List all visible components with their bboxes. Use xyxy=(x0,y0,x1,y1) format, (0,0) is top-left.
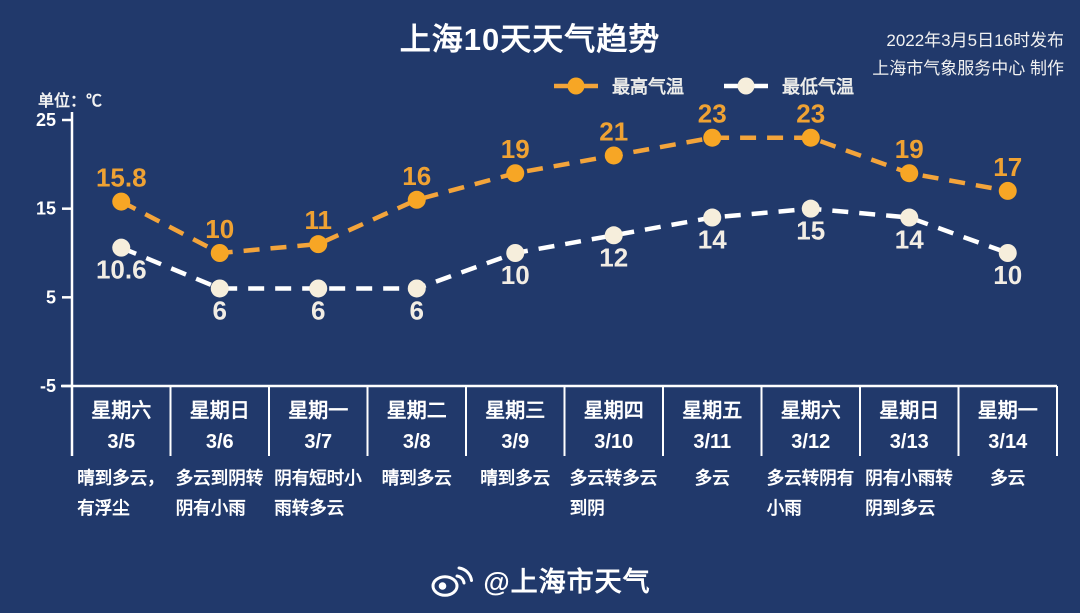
day-label: 星期六 xyxy=(91,399,151,422)
weibo-icon xyxy=(431,566,474,597)
high-temp-value-label: 21 xyxy=(599,116,628,146)
weather-label: 阴有短时小 xyxy=(274,468,362,488)
low-temp-line xyxy=(120,206,1009,291)
high-temp-value-label: 10 xyxy=(205,214,234,244)
unit-label: 单位：℃ xyxy=(38,93,103,110)
day-label: 星期二 xyxy=(387,399,447,422)
legend-item-high: 最高气温 xyxy=(552,73,684,99)
low-temp-value-label: 6 xyxy=(311,295,325,325)
weather-label: 阴有小雨 xyxy=(176,498,246,518)
low-temp-value-label: 6 xyxy=(213,295,227,325)
legend-label-high: 最高气温 xyxy=(612,77,684,97)
weather-label: 到阴 xyxy=(570,498,605,518)
low-temp-point xyxy=(309,279,328,298)
low-temp-point xyxy=(900,208,919,227)
high-temp-point xyxy=(801,128,820,147)
publish-info: 2022年3月5日16时发布 上海市气象服务中心 制作 xyxy=(872,27,1064,83)
low-temp-point xyxy=(801,199,820,218)
weather-label: 多云转阴有 xyxy=(767,468,855,488)
publisher: 上海市气象服务中心 制作 xyxy=(872,59,1064,78)
low-temp-value-label: 10 xyxy=(993,260,1022,290)
y-axis-tick-label: -5 xyxy=(40,376,56,396)
weather-label: 多云 xyxy=(695,468,730,488)
high-temp-value-label: 16 xyxy=(402,161,431,191)
high-temp-point xyxy=(900,164,919,183)
high-temp-legend-marker xyxy=(554,77,598,95)
date-label: 3/11 xyxy=(693,431,731,453)
y-axis-tick-label: 15 xyxy=(36,199,56,219)
legend-item-low: 最低气温 xyxy=(722,73,854,99)
high-temp-value-label: 15.8 xyxy=(96,163,147,193)
publish-time: 2022年3月5日16时发布 xyxy=(886,31,1064,50)
day-label: 星期六 xyxy=(781,399,841,422)
high-temp-point xyxy=(998,181,1017,200)
low-temp-value-label: 10.6 xyxy=(96,255,147,285)
high-temp-value-label: 19 xyxy=(501,134,530,164)
high-temp-point xyxy=(407,190,426,209)
day-label: 星期五 xyxy=(682,399,742,422)
day-label: 星期日 xyxy=(879,399,939,422)
low-temp-value-label: 12 xyxy=(599,242,628,272)
day-label: 星期四 xyxy=(584,399,644,422)
high-temp-line xyxy=(120,135,1009,256)
date-label: 3/8 xyxy=(403,431,431,453)
date-label: 3/10 xyxy=(594,431,633,453)
weather-label: 晴到多云 xyxy=(382,468,452,488)
date-label: 3/14 xyxy=(988,431,1028,453)
high-temp-value-label: 19 xyxy=(895,134,924,164)
day-label: 星期一 xyxy=(978,399,1038,422)
weather-label: 多云到阴转 xyxy=(176,468,264,488)
weibo-handle: @上海市天气 xyxy=(483,567,651,597)
weather-label: 小雨 xyxy=(767,498,802,518)
high-temp-point xyxy=(506,164,525,183)
low-temp-value-label: 14 xyxy=(895,225,924,255)
date-label: 3/12 xyxy=(791,431,830,453)
low-temp-point xyxy=(998,244,1017,262)
weather-label: 晴到多云， xyxy=(77,468,165,488)
low-temp-value-label: 14 xyxy=(698,225,727,255)
footer: @上海市天气 xyxy=(0,560,1080,599)
legend-label-low: 最低气温 xyxy=(782,77,854,97)
y-axis-tick-label: 25 xyxy=(36,110,56,130)
low-temp-legend-marker xyxy=(724,77,768,95)
y-axis-tick-label: 5 xyxy=(46,287,56,307)
day-label: 星期三 xyxy=(485,399,545,422)
weather-label: 雨转多云 xyxy=(274,498,344,518)
low-temp-point xyxy=(604,226,623,245)
weather-label: 多云转多云 xyxy=(570,468,658,488)
page-title: 上海10天天气趋势 xyxy=(399,22,661,57)
weather-label: 晴到多云 xyxy=(480,468,550,488)
date-label: 3/9 xyxy=(501,431,529,453)
high-temp-point xyxy=(309,235,328,254)
day-label: 星期一 xyxy=(288,399,348,422)
date-label: 3/5 xyxy=(107,431,135,453)
date-label: 3/7 xyxy=(304,431,332,453)
low-temp-value-label: 10 xyxy=(501,260,530,290)
chart-legend: 最高气温 最低气温 xyxy=(552,73,854,99)
low-temp-point xyxy=(407,279,426,298)
low-temp-value-label: 6 xyxy=(410,295,424,325)
low-temp-point xyxy=(112,238,131,257)
low-temp-value-label: 15 xyxy=(796,216,825,246)
weather-label: 阴有小雨转 xyxy=(865,468,953,488)
high-temp-value-label: 23 xyxy=(698,99,727,129)
low-temp-point xyxy=(506,244,525,262)
high-temp-point xyxy=(604,146,623,165)
date-label: 3/13 xyxy=(890,431,929,453)
weather-label: 有浮尘 xyxy=(77,498,130,518)
weather-label: 阴到多云 xyxy=(865,498,935,518)
low-temp-point xyxy=(210,279,229,298)
high-temp-point xyxy=(703,128,722,147)
high-temp-point xyxy=(112,192,131,211)
weather-label: 多云 xyxy=(990,468,1025,488)
date-label: 3/6 xyxy=(206,431,234,453)
high-temp-value-label: 23 xyxy=(796,99,825,129)
high-temp-value-label: 11 xyxy=(305,205,333,235)
low-temp-point xyxy=(703,208,722,227)
high-temp-point xyxy=(210,244,229,262)
day-label: 星期日 xyxy=(190,399,250,422)
high-temp-value-label: 17 xyxy=(993,152,1022,182)
